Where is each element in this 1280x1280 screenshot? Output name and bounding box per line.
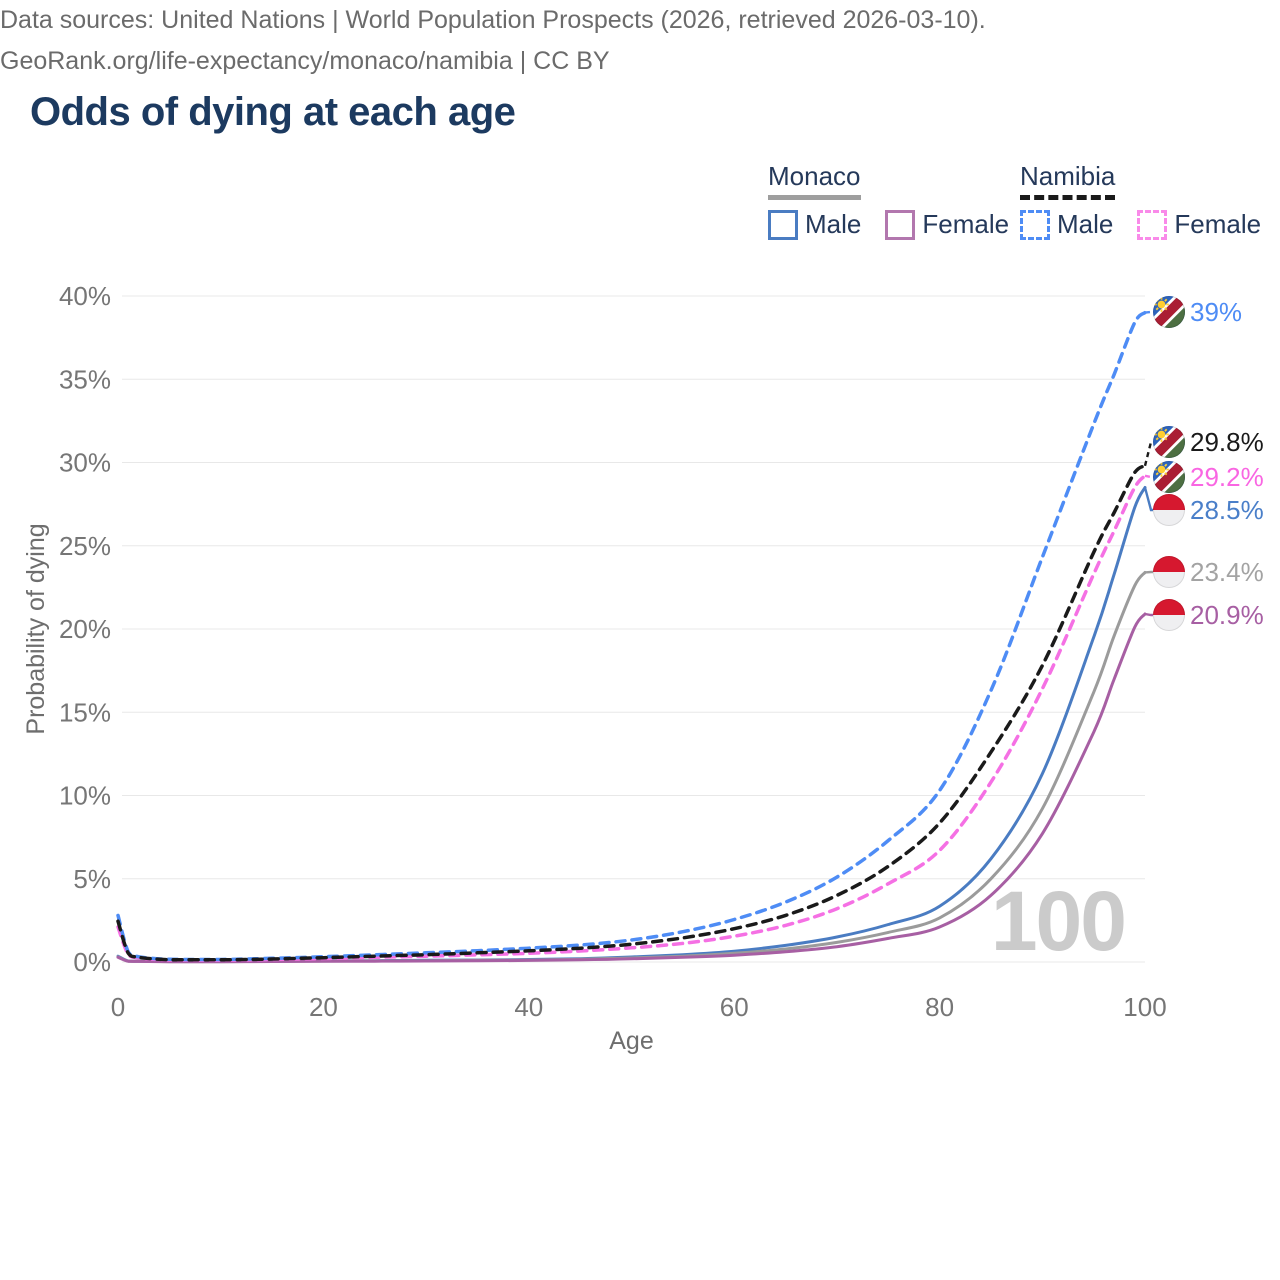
label-connector xyxy=(1144,474,1153,479)
flag-namibia xyxy=(1153,426,1185,458)
footer: Data sources: United Nations | World Pop… xyxy=(0,0,1280,83)
series-line-namibia-male xyxy=(116,310,1147,962)
y-tick-label: 0% xyxy=(73,947,111,977)
legend-header-namibia[interactable]: Namibia xyxy=(1020,161,1116,200)
y-tick-label: 25% xyxy=(59,531,111,561)
legend-swatch-monaco-male xyxy=(768,209,798,240)
label-connector xyxy=(1144,612,1153,617)
flag-namibia xyxy=(1153,461,1185,493)
y-tick-label: 5% xyxy=(73,864,111,894)
legend-label-namibia-male: Male xyxy=(1057,209,1114,239)
x-tick-label: 40 xyxy=(514,992,543,1022)
legend-label-monaco-male: Male xyxy=(805,209,862,239)
y-tick-label: 30% xyxy=(59,448,111,478)
flag-monaco xyxy=(1153,556,1185,588)
legend-item-monaco-female[interactable]: Female xyxy=(885,209,1009,240)
x-tick-label: 80 xyxy=(925,992,954,1022)
chart-area[interactable]: 0% 5% 10% 15% 20% 25% 30% 35% 40% 0 20 40 60 80 100 Age… xyxy=(0,0,1280,1080)
flag-namibia xyxy=(1153,296,1185,328)
x-tick-label: 20 xyxy=(309,992,338,1022)
label-connector xyxy=(1143,440,1153,467)
y-tick-label: 10% xyxy=(59,781,111,811)
legend-swatch-namibia-female xyxy=(1137,209,1168,240)
page-title: Odds of dying at each age xyxy=(30,90,516,134)
label-connector xyxy=(1143,487,1153,512)
end-value-label: 20.9% xyxy=(1190,600,1264,630)
age-indicator-watermark: 100 xyxy=(990,874,1127,968)
legend-label-monaco-female: Female xyxy=(922,209,1010,239)
end-value-label: 39% xyxy=(1190,297,1242,327)
footer-attribution: GeoRank.org/life-expectancy/monaco/namib… xyxy=(0,47,610,76)
legend-label-namibia-female: Female xyxy=(1174,209,1262,239)
legend-header-monaco[interactable]: Monaco xyxy=(768,161,861,200)
legend-item-namibia-female[interactable]: Female xyxy=(1137,209,1261,240)
flag-monaco xyxy=(1153,599,1185,631)
end-value-label: 29.8% xyxy=(1190,427,1264,457)
x-axis-title: Age xyxy=(609,1027,653,1055)
legend-group-monaco: Monaco Male Female xyxy=(768,161,1033,240)
end-value-label: 29.2% xyxy=(1190,462,1264,492)
x-tick-label: 100 xyxy=(1123,992,1166,1022)
y-tick-label: 35% xyxy=(59,364,111,394)
legend-item-monaco-male[interactable]: Male xyxy=(768,209,861,240)
y-tick-label: 15% xyxy=(59,697,111,727)
end-value-label: 23.4% xyxy=(1190,557,1264,587)
footer-data-sources: Data sources: United Nations | World Pop… xyxy=(0,6,986,34)
series-line-monaco-female xyxy=(116,612,1147,964)
x-tick-label: 60 xyxy=(720,992,749,1022)
legend-swatch-monaco-female xyxy=(885,209,916,240)
end-value-label: 28.5% xyxy=(1190,495,1264,525)
series-line-namibia-combined xyxy=(116,464,1147,962)
legend-item-namibia-male[interactable]: Male xyxy=(1020,209,1113,240)
y-tick-label: 20% xyxy=(59,614,111,644)
flag-monaco xyxy=(1153,494,1185,526)
y-axis-title: Probability of dying xyxy=(22,523,50,734)
legend-group-namibia: Namibia Male Female xyxy=(1020,161,1280,240)
x-tick-label: 0 xyxy=(111,992,125,1022)
y-tick-label: 40% xyxy=(59,281,111,311)
label-connector xyxy=(1144,310,1153,314)
legend-swatch-namibia-male xyxy=(1020,209,1050,240)
